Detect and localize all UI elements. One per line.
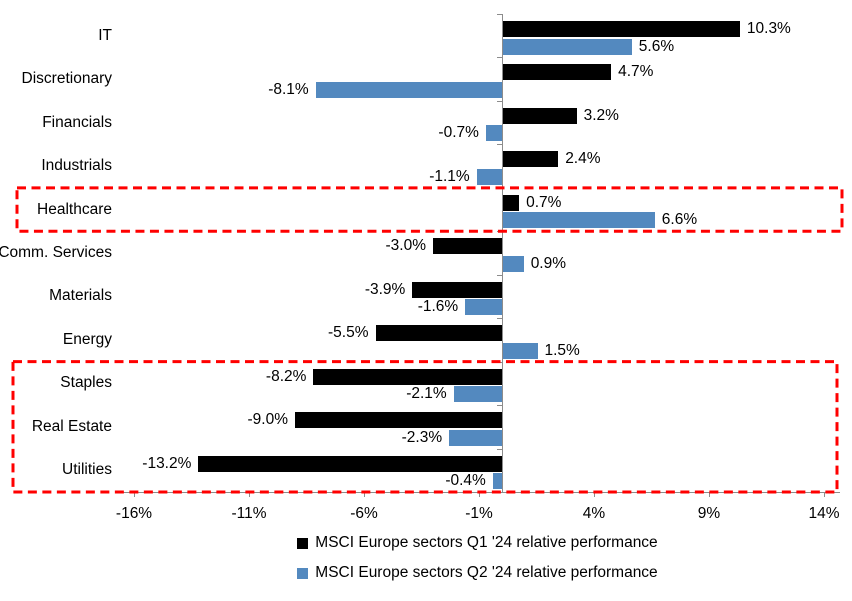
bar-q1 bbox=[313, 368, 502, 385]
x-tick-label: -6% bbox=[350, 505, 378, 522]
bar-q2 bbox=[476, 168, 502, 185]
x-axis-tick bbox=[134, 492, 135, 497]
bar-q1 bbox=[503, 107, 577, 124]
value-label: -2.1% bbox=[406, 385, 447, 403]
value-label: -5.5% bbox=[328, 324, 369, 342]
x-axis-line bbox=[115, 492, 840, 493]
value-label: -13.2% bbox=[142, 454, 192, 472]
legend-item-q1: MSCI Europe sectors Q1 '24 relative perf… bbox=[297, 533, 658, 553]
value-label: -9.0% bbox=[247, 411, 289, 429]
value-label: -0.7% bbox=[438, 124, 479, 142]
value-label: 0.7% bbox=[526, 193, 562, 211]
bar-q1 bbox=[503, 21, 740, 37]
legend-label-q1: MSCI Europe sectors Q1 '24 relative perf… bbox=[315, 534, 658, 551]
bar-q2 bbox=[503, 255, 524, 272]
y-axis-tick bbox=[497, 274, 502, 276]
x-tick-label: 14% bbox=[808, 505, 840, 522]
y-axis-tick bbox=[497, 14, 502, 15]
y-axis-tick bbox=[497, 405, 502, 407]
category-label: Staples bbox=[60, 374, 112, 392]
y-axis-tick bbox=[497, 231, 502, 233]
bar-q1 bbox=[503, 64, 612, 81]
value-label: -2.3% bbox=[401, 428, 443, 446]
value-label: 10.3% bbox=[746, 20, 791, 37]
bar-q2 bbox=[492, 473, 502, 490]
x-tick-label: 4% bbox=[582, 505, 606, 522]
category-label: Materials bbox=[49, 287, 112, 305]
x-axis-tick bbox=[594, 492, 595, 497]
legend: MSCI Europe sectors Q1 '24 relative perf… bbox=[115, 533, 840, 593]
bar-q2 bbox=[503, 38, 632, 55]
value-label: -8.2% bbox=[265, 367, 307, 385]
value-label: -0.4% bbox=[445, 472, 486, 490]
legend-swatch-q2 bbox=[297, 567, 309, 579]
bar-q1 bbox=[503, 194, 520, 211]
value-label: 5.6% bbox=[638, 37, 675, 55]
y-axis-tick bbox=[497, 144, 502, 146]
x-axis-tick bbox=[824, 492, 825, 497]
x-axis-tick bbox=[709, 492, 710, 497]
category-label: Energy bbox=[62, 330, 112, 348]
value-label: -8.1% bbox=[268, 80, 309, 98]
x-axis-tick bbox=[364, 492, 365, 497]
value-label: -3.9% bbox=[364, 280, 406, 298]
bar-q1 bbox=[503, 151, 559, 168]
value-label: -1.1% bbox=[429, 167, 470, 185]
value-label: 3.2% bbox=[583, 106, 619, 124]
value-label: 6.6% bbox=[661, 211, 698, 229]
x-tick-label: -1% bbox=[465, 505, 493, 522]
legend-item-q2: MSCI Europe sectors Q2 '24 relative perf… bbox=[297, 563, 658, 583]
category-label: Comm. Services bbox=[0, 244, 112, 261]
bar-q2 bbox=[449, 429, 502, 446]
x-axis-tick bbox=[249, 492, 250, 497]
category-label: Industrials bbox=[41, 157, 112, 175]
x-tick-label: 9% bbox=[697, 505, 721, 522]
legend-swatch-q1 bbox=[297, 537, 309, 549]
y-axis-tick bbox=[497, 100, 502, 102]
x-axis-tick bbox=[479, 492, 480, 497]
category-label: Utilities bbox=[62, 461, 112, 479]
bar-q2 bbox=[453, 386, 502, 403]
category-label: IT bbox=[98, 26, 112, 44]
bar-q2 bbox=[485, 125, 502, 142]
legend-label-q2: MSCI Europe sectors Q2 '24 relative perf… bbox=[315, 564, 658, 581]
y-axis-tick bbox=[497, 361, 502, 363]
bar-q1 bbox=[433, 238, 502, 255]
bar-q1 bbox=[412, 281, 502, 298]
category-label: Financials bbox=[42, 113, 112, 131]
bar-q2 bbox=[465, 299, 502, 316]
x-tick-label: -11% bbox=[231, 505, 267, 522]
y-axis-tick bbox=[497, 187, 502, 189]
y-axis-tick bbox=[497, 57, 502, 59]
bar-q1 bbox=[295, 412, 502, 429]
value-label: 1.5% bbox=[544, 341, 580, 359]
x-tick-label: -16% bbox=[115, 505, 153, 522]
y-axis-zero-line bbox=[502, 14, 503, 492]
value-label: -3.0% bbox=[385, 237, 427, 255]
bar-q2 bbox=[503, 342, 538, 359]
value-label: -1.6% bbox=[417, 298, 459, 316]
bar-q1 bbox=[375, 325, 502, 342]
category-label: Healthcare bbox=[37, 200, 112, 218]
healthcare-highlight bbox=[15, 186, 844, 233]
category-label: Real Estate bbox=[31, 417, 112, 435]
bar-q2 bbox=[315, 81, 502, 98]
value-label: 4.7% bbox=[618, 63, 654, 81]
value-label: 0.9% bbox=[530, 254, 567, 272]
bar-q1 bbox=[198, 455, 502, 472]
category-label: Discretionary bbox=[21, 70, 112, 88]
y-axis-tick bbox=[497, 448, 502, 450]
y-axis-tick bbox=[497, 318, 502, 320]
value-label: 2.4% bbox=[565, 150, 601, 168]
bar-q2 bbox=[503, 212, 655, 229]
